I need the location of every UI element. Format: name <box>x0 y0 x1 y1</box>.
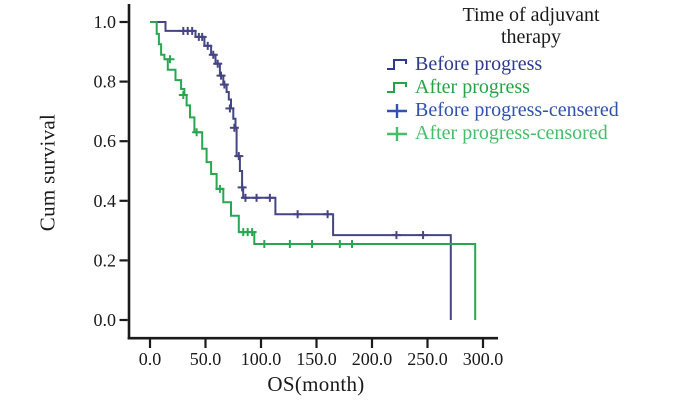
legend-item-label: After progress <box>415 76 530 98</box>
legend-title: Time of adjuvant therapy <box>386 4 676 48</box>
plus-marker-icon <box>387 103 407 118</box>
y-tick-label: 0.6 <box>94 131 117 151</box>
legend: Time of adjuvant therapy Before progress… <box>386 4 686 145</box>
step-line-icon <box>387 58 407 70</box>
y-axis-title: Cum survival <box>35 113 60 232</box>
x-tick-label: 150.0 <box>296 349 337 369</box>
y-tick-label: 0.4 <box>94 191 117 211</box>
x-tick-label: 300.0 <box>463 349 504 369</box>
legend-item-before-progress: Before progress <box>386 53 686 76</box>
x-tick-label: 250.0 <box>407 349 448 369</box>
legend-item-before-progress-censored: Before progress-censered <box>386 99 686 122</box>
x-tick-label: 200.0 <box>352 349 393 369</box>
y-tick-label: 1.0 <box>94 12 117 32</box>
legend-title-line2: therapy <box>501 26 561 48</box>
legend-item-after-progress: After progress <box>386 76 686 99</box>
y-tick-label: 0.0 <box>94 310 117 330</box>
legend-item-label: Before progress <box>415 53 543 75</box>
y-tick-label: 0.2 <box>94 250 117 270</box>
survival-curve-after-progress <box>150 21 477 320</box>
plus-marker-icon <box>387 126 407 141</box>
y-tick-label: 0.8 <box>94 72 117 92</box>
x-tick-label: 100.0 <box>241 349 282 369</box>
x-tick-label: 0.0 <box>139 349 162 369</box>
legend-item-after-progress-censored: After progress-censored <box>386 122 686 145</box>
x-axis-title: OS(month) <box>267 372 365 396</box>
x-tick-label: 50.0 <box>190 349 222 369</box>
legend-title-line1: Time of adjuvant <box>462 4 600 26</box>
step-line-icon <box>387 81 407 93</box>
legend-item-label: After progress-censored <box>415 122 608 144</box>
legend-item-label: Before progress-censered <box>415 99 619 121</box>
